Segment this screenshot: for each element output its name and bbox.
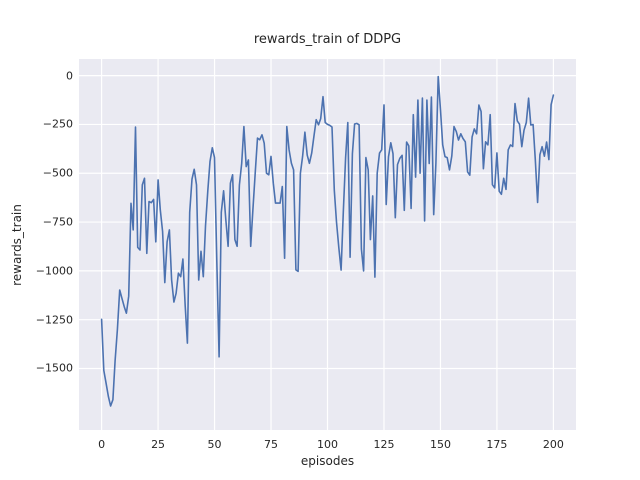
x-tick-label: 50 xyxy=(207,438,222,451)
y-tick-label: −1500 xyxy=(35,361,73,375)
data-line-rewards_train xyxy=(100,75,555,407)
x-tick-label: 200 xyxy=(542,438,564,451)
x-tick-label: 175 xyxy=(486,438,508,451)
y-axis-label: rewards_train xyxy=(10,203,24,286)
y-tick-label: −500 xyxy=(42,166,73,180)
x-tick-label: 150 xyxy=(429,438,451,451)
x-tick-label: 25 xyxy=(151,438,166,451)
x-tick-label: 100 xyxy=(317,438,338,451)
x-tick-label: 0 xyxy=(98,438,106,451)
y-tick-label: 0 xyxy=(66,69,73,83)
x-axis-label: episodes xyxy=(300,454,355,468)
y-tick-label: −250 xyxy=(42,117,73,131)
y-tick-label: −750 xyxy=(42,215,73,229)
y-tick-label: −1000 xyxy=(35,264,73,278)
y-tick-label: −1250 xyxy=(35,313,73,327)
chart-title: rewards_train of DDPG xyxy=(253,32,402,47)
x-tick-label: 125 xyxy=(373,438,395,451)
x-tick-label: 75 xyxy=(264,438,279,451)
